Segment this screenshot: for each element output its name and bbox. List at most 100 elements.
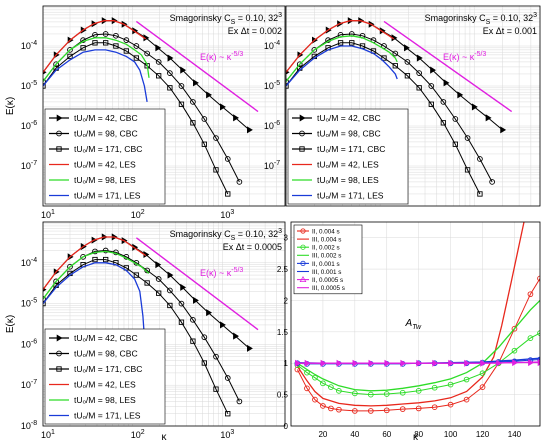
y-tick-label: 10-7 [21,379,37,390]
y-tick-label: 10-7 [21,160,37,171]
x-tick-label-base: 10 [41,430,51,440]
x-tick-label: 103 [220,209,234,220]
slope-label: E(κ) ~ κ-5/3 [200,267,243,278]
data-point [133,55,140,61]
legend-marker [56,366,62,372]
y-tick-label-base: 10 [21,380,31,390]
x-tick-label-base: 10 [220,210,230,220]
data-point [201,360,207,366]
y-tick-label: 0.5 [277,391,289,400]
y-tick-label-exp: -5 [31,80,37,87]
data-point [312,374,318,381]
legend: tUₒ/M = 42, CBC tUₒ/M = 98, CBC tUₒ/M = 17… [287,108,409,205]
data-point [225,411,231,417]
data-point [500,126,507,134]
data-point [167,85,173,91]
y-tick-label-exp: -4 [31,40,37,47]
panel-annotation-model: Smagorinsky CS = 0.10, 323 [170,12,283,26]
panel-4: 0 0.5 1 1.5 2 2.5 3 20 40 60 80 100 120 140 κ ATw II, 0.… [277,221,541,443]
data-point [123,48,129,54]
data-point [53,61,59,68]
legend-label: tUₒ/M = 98, LES [317,175,379,185]
legend-label: tUₒ/M = 171, CBC [74,364,142,374]
series-line [286,20,395,73]
data-point [457,91,464,99]
x-tick-label: 60 [382,430,391,439]
y-tick-label: 10-7 [264,160,280,171]
slope-label-text: E(κ) ~ κ [200,268,232,278]
series-line [43,259,229,414]
data-point [392,50,399,57]
x-tick-label-base: 10 [131,430,141,440]
y-tick-label: 0 [284,422,289,431]
data-point [236,398,243,405]
y-tick-label-exp: -7 [274,160,280,167]
y-tick-label-base: 10 [21,41,31,51]
data-point [247,344,253,352]
y-tick-label-exp: -4 [274,40,280,47]
legend-label: tUₒ/M = 98, LES [74,175,136,185]
y-tick-label: 10-6 [264,120,280,131]
x-tick-label-base: 10 [220,430,230,440]
x-tick-label: 40 [350,430,359,439]
data-point [201,116,208,122]
data-point [113,43,119,49]
data-point [92,40,98,46]
y-tick-label: 1 [284,359,289,368]
y-tick-label-exp: -7 [31,160,37,167]
x-tick-label-exp: 1 [51,429,55,436]
data-point [328,384,334,390]
data-point [206,309,213,317]
data-point [443,79,450,87]
data-point [193,296,199,304]
axes-frame [285,5,541,207]
legend-label: tUₒ/M = 171, LES [317,191,384,201]
data-point [511,325,518,332]
data-point [102,31,109,37]
series-line [43,262,146,338]
legend-label: III, 0.001 s [312,269,341,276]
y-tick-label: 3 [284,234,289,243]
y-tick-label-exp: -6 [31,120,37,127]
legend-label: tUₒ/M = 171, CBC [317,144,385,154]
data-point [351,390,358,397]
data-point [80,253,86,260]
y-tick-label: 10-6 [21,338,37,349]
data-point [220,103,226,111]
data-point [367,391,374,398]
y-tick-label-exp: -8 [31,420,37,427]
data-point [416,70,423,76]
annot-text: = 0.10, 32 [490,13,533,23]
data-point [311,47,318,53]
annot-text: Smagorinsky C [170,229,232,239]
legend: tUₒ/M = 42, CBC tUₒ/M = 98, CBC tUₒ/M = 17… [44,328,166,425]
panel-annotation-model: Smagorinsky CS = 0.10, 323 [425,12,538,26]
data-point [404,59,411,65]
data-point [431,404,438,411]
data-point [328,405,334,412]
y-tick-label-base: 10 [21,421,31,431]
data-point [477,156,483,162]
data-point [92,256,98,263]
series-line [297,361,540,364]
data-point [133,272,140,278]
series-group [294,222,540,414]
x-tick-label: 20 [318,430,327,439]
panel-annotation-timestep: Ex Δt = 0.002 [228,26,282,36]
series-line [286,35,398,82]
slope-line [135,237,259,331]
slope-label: E(κ) ~ κ-5/3 [443,51,486,62]
data-point [167,302,173,309]
data-point [452,141,458,147]
series-group [43,17,259,197]
data-point [367,408,374,414]
tick-labels: 10-710-610-510-4 [264,40,280,171]
legend-marker [299,275,307,283]
axes-frame [42,221,286,427]
data-point [392,63,398,69]
data-point [247,126,253,134]
annot-text: Smagorinsky C [425,13,487,23]
y-tick-label-exp: -6 [31,338,37,345]
